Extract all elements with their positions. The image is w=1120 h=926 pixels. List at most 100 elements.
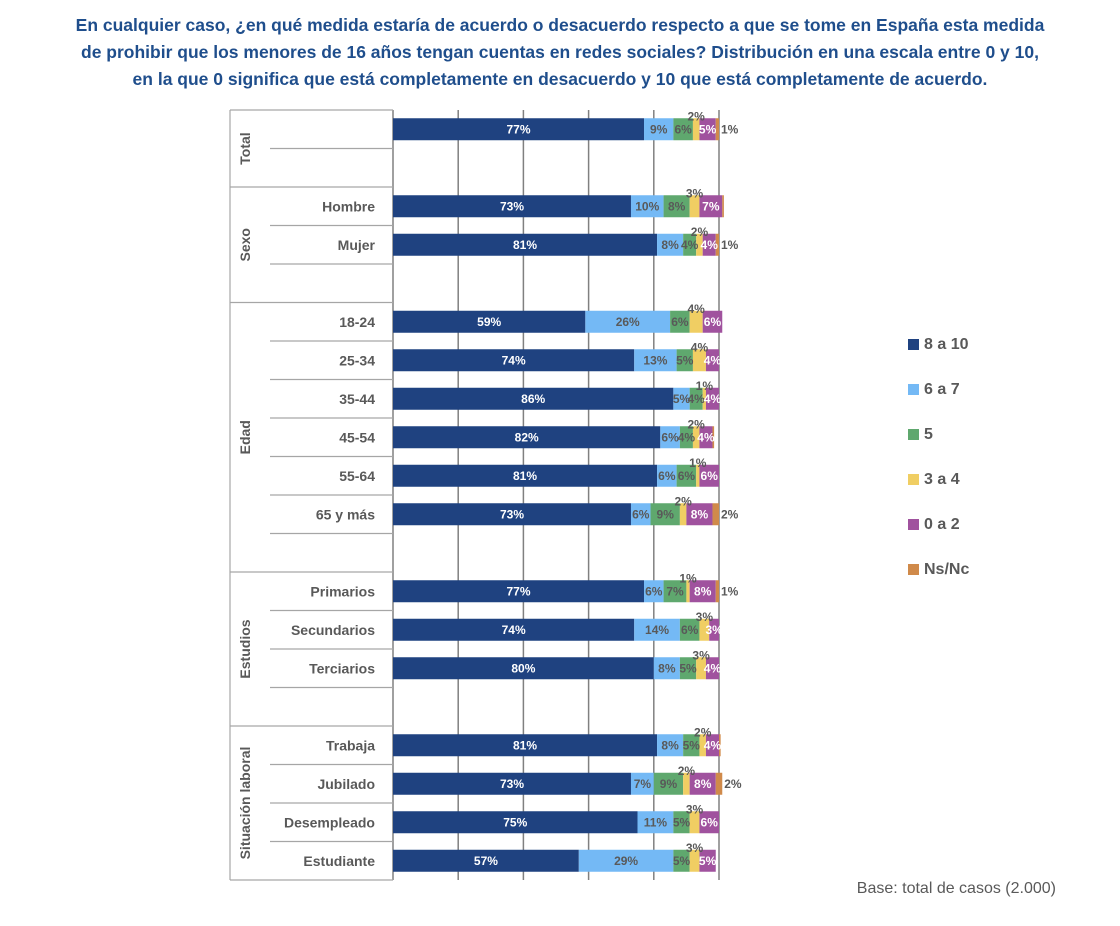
data-label-6a7: 6%: [632, 507, 650, 521]
category-label: Terciarios: [309, 660, 375, 676]
bars: [393, 118, 724, 872]
bar-segment-8a10: [393, 195, 631, 218]
group-label: Edad: [237, 420, 253, 454]
bar-segment-8a10: [393, 503, 631, 526]
data-label-5: 6%: [678, 469, 696, 483]
bar-segment-6a7: [644, 580, 664, 603]
data-label-nsnc: 2%: [721, 507, 739, 521]
data-label-8a10: 77%: [506, 584, 530, 598]
bar-segment-3a4: [692, 349, 706, 372]
bar-segment-0a2: [709, 618, 719, 641]
bar-segment-6a7: [653, 657, 680, 680]
bar-segment-nsnc: [715, 580, 719, 603]
data-label-8a10: 81%: [513, 738, 537, 752]
bar-segment-3a4: [689, 849, 700, 872]
data-label-5: 4%: [681, 238, 699, 252]
bar-segment-6a7: [634, 618, 680, 641]
legend-item-5: 5: [908, 412, 969, 457]
bar-segment-nsnc: [719, 734, 721, 757]
category-label: Desempleado: [284, 814, 375, 830]
data-label-6a7: 6%: [658, 469, 676, 483]
bar-segment-0a2: [705, 387, 719, 410]
data-label-0a2: 4%: [704, 661, 722, 675]
data-label-3a4: 3%: [696, 610, 714, 624]
data-label-3a4: 1%: [696, 379, 714, 393]
data-label-8a10: 75%: [503, 815, 527, 829]
bar-segment-nsnc: [722, 195, 724, 218]
title-line-1: En cualquier caso, ¿en qué medida estarí…: [75, 15, 1045, 35]
data-label-5: 9%: [657, 507, 675, 521]
bar-segment-5: [663, 195, 690, 218]
bar-segment-3a4: [689, 310, 703, 333]
legend-label: Ns/Nc: [924, 560, 970, 578]
data-label-3a4: 2%: [694, 725, 712, 739]
legend-item-6a7: 6 a 7: [908, 367, 969, 412]
category-label: 65 y más: [316, 506, 375, 522]
bar-segment-3a4: [689, 811, 700, 834]
legend-label: 3 a 4: [924, 470, 960, 488]
data-label-nsnc: 1%: [721, 584, 739, 598]
bar-segment-8a10: [393, 464, 658, 487]
bar-segment-3a4: [696, 464, 700, 487]
data-label-6a7: 7%: [634, 777, 652, 791]
bar-segment-0a2: [699, 811, 719, 834]
category-label: 35-44: [339, 391, 375, 407]
bar-segment-8a10: [393, 849, 579, 872]
data-label-0a2: 6%: [704, 315, 722, 329]
bar-segment-6a7: [637, 811, 674, 834]
data-label-0a2: 4%: [697, 430, 715, 444]
bar-segment-nsnc: [712, 426, 715, 449]
bar-segment-3a4: [696, 657, 706, 680]
category-label: Hombre: [322, 198, 375, 214]
data-label-3a4: 4%: [691, 340, 709, 354]
bar-segment-0a2: [699, 118, 716, 141]
data-label-6a7: 29%: [614, 854, 638, 868]
bar-segment-0a2: [705, 734, 719, 757]
data-label-8a10: 73%: [500, 507, 524, 521]
legend-item-8a10: 8 a 10: [908, 322, 969, 367]
data-label-5: 5%: [673, 815, 691, 829]
data-label-nsnc: 2%: [724, 777, 742, 791]
data-label-8a10: 57%: [474, 854, 498, 868]
bar-segment-6a7: [673, 387, 690, 410]
bar-segment-nsnc: [712, 503, 719, 526]
legend-label: 0 a 2: [924, 515, 960, 533]
legend-label: 5: [924, 425, 933, 443]
data-label-0a2: 4%: [701, 238, 719, 252]
data-labels: 77% 9% 6%2%5% 1%73% 10% 8%3%7%81% 8% 4%2%4% 1%59…: [474, 109, 742, 868]
data-label-3a4: 2%: [688, 417, 706, 431]
data-label-5: 9%: [660, 777, 678, 791]
bar-segment-8a10: [393, 233, 658, 256]
data-label-nsnc: 1%: [721, 122, 739, 136]
chart-title: En cualquier caso, ¿en qué medida estarí…: [0, 12, 1120, 93]
bar-segment-6a7: [657, 233, 684, 256]
data-label-0a2: 4%: [704, 738, 722, 752]
category-label: 45-54: [339, 429, 375, 445]
category-label: 55-64: [339, 468, 375, 484]
data-label-5: 6%: [671, 315, 689, 329]
bar-segment-nsnc: [715, 772, 723, 795]
data-label-0a2: 6%: [701, 815, 719, 829]
category-label: 25-34: [339, 352, 375, 368]
data-label-0a2: 6%: [701, 469, 719, 483]
legend-item-nsnc: Ns/Nc: [908, 547, 969, 592]
bar-segment-nsnc: [715, 233, 719, 256]
data-label-nsnc: 1%: [721, 238, 739, 252]
bar-segment-5: [673, 118, 693, 141]
bar-segment-8a10: [393, 811, 638, 834]
data-label-3a4: 1%: [679, 571, 697, 585]
data-label-3a4: 3%: [686, 186, 704, 200]
data-label-0a2: 5%: [699, 122, 717, 136]
legend-swatch-5: [908, 429, 919, 440]
data-label-8a10: 59%: [477, 315, 501, 329]
bar-segment-3a4: [689, 195, 700, 218]
bar-segment-8a10: [393, 580, 645, 603]
data-label-6a7: 6%: [645, 584, 663, 598]
data-label-3a4: 2%: [674, 494, 692, 508]
bar-segment-3a4: [692, 118, 700, 141]
data-label-3a4: 2%: [691, 225, 709, 239]
data-label-0a2: 8%: [694, 777, 712, 791]
base-note: Base: total de casos (2.000): [856, 880, 1056, 897]
bar-segment-5: [676, 349, 693, 372]
data-label-0a2: 5%: [699, 854, 717, 868]
